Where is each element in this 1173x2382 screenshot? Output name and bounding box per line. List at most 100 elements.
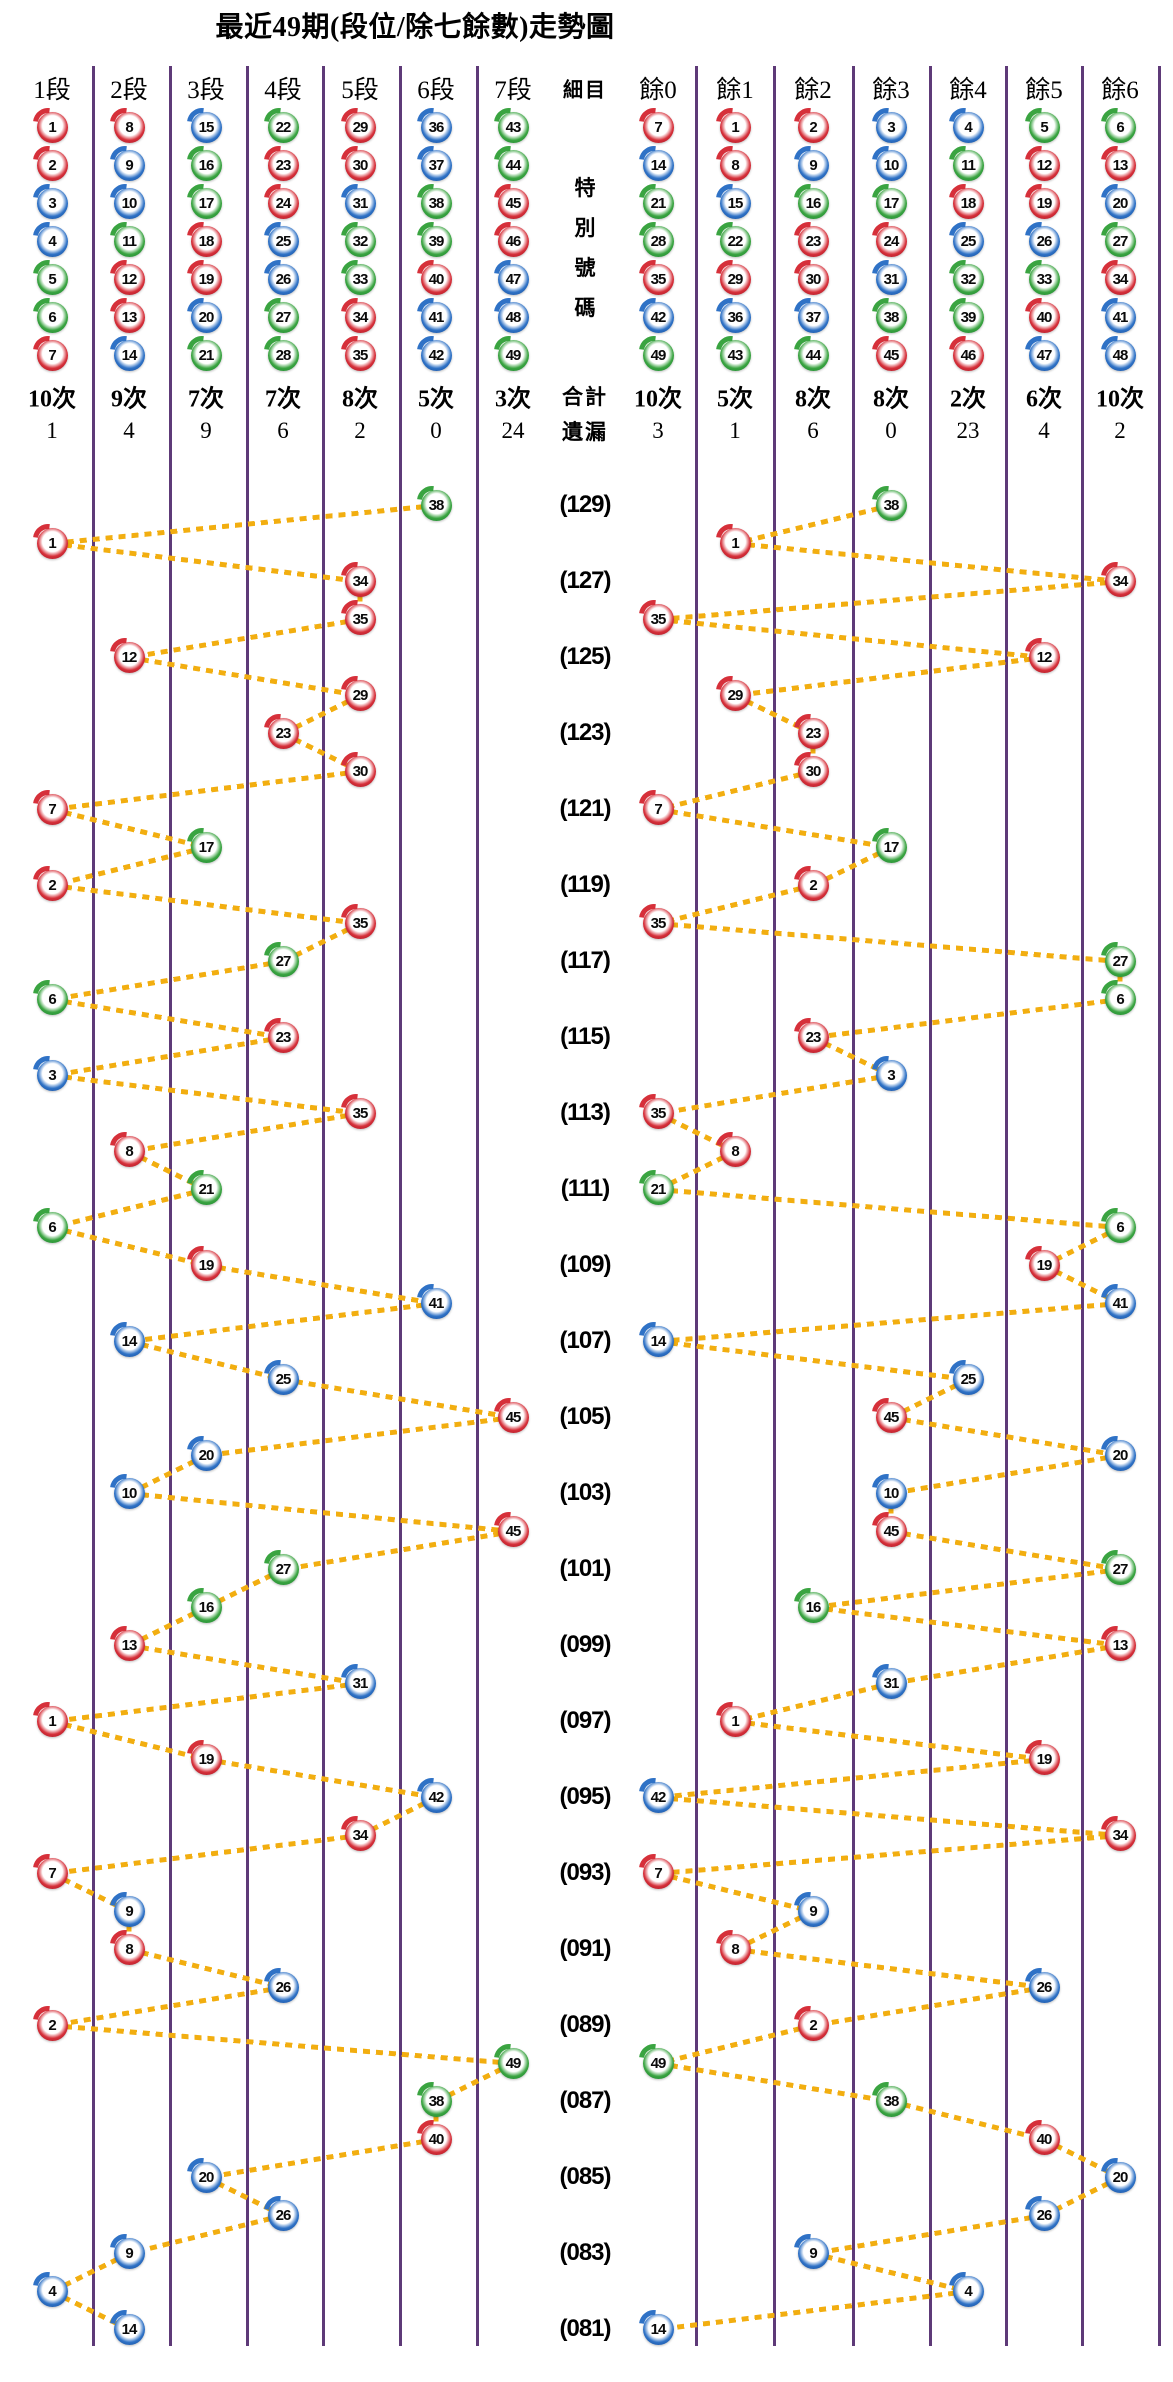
ball-number: 49 (650, 2054, 667, 2072)
chart-ball-remainder: 45 (875, 1515, 907, 1547)
ball-number: 40 (428, 270, 445, 288)
ball-number: 23 (275, 724, 292, 742)
ball-number: 13 (121, 1636, 138, 1654)
frequency-count: 7次 (188, 386, 224, 413)
chart-ball-remainder: 31 (875, 1667, 907, 1699)
chart-ball-remainder: 41 (1104, 1287, 1136, 1319)
chart-ball-segment: 38 (420, 2085, 452, 2117)
column-label-segment: 1段 (33, 77, 71, 104)
header-ball: 43 (497, 111, 529, 143)
connector-line (734, 1680, 892, 1724)
connector-line (128, 1946, 284, 1990)
frequency-count: 10次 (1096, 386, 1144, 413)
header-ball: 1 (719, 111, 751, 143)
period-label: (105) (559, 1403, 611, 1430)
ball-number: 19 (1036, 194, 1053, 212)
chart-ball-remainder: 26 (1028, 1971, 1060, 2003)
ball-number: 13 (1112, 156, 1129, 174)
frequency-count: 8次 (342, 386, 378, 413)
connector-line (657, 1870, 814, 1914)
ball-number: 42 (650, 308, 667, 326)
ball-number: 45 (505, 194, 522, 212)
period-label: (117) (560, 947, 611, 974)
ball-number: 21 (650, 194, 667, 212)
period-label: (087) (559, 2087, 611, 2114)
header-ball: 34 (344, 301, 376, 333)
ball-number: 7 (654, 1864, 662, 1882)
frequency-count: 5次 (418, 386, 454, 413)
ball-number: 3 (48, 1066, 56, 1084)
header-ball: 30 (344, 149, 376, 181)
ball-number: 31 (352, 194, 369, 212)
chart-ball-remainder: 2 (797, 2009, 829, 2041)
chart-ball-remainder: 25 (952, 1363, 984, 1395)
chart-ball-remainder: 40 (1028, 2123, 1060, 2155)
ball-number: 10 (883, 156, 900, 174)
chart-ball-segment: 34 (344, 565, 376, 597)
header-ball: 12 (1028, 149, 1060, 181)
header-ball: 18 (952, 187, 984, 219)
header-ball: 11 (113, 225, 145, 257)
chart-ball-segment: 35 (344, 1097, 376, 1129)
ball-number: 44 (505, 156, 522, 174)
ball-number: 12 (1036, 648, 1053, 666)
ball-number: 17 (198, 838, 215, 856)
detail-column-header: 細目 (563, 79, 607, 102)
header-ball: 39 (952, 301, 984, 333)
header-ball: 18 (190, 225, 222, 257)
miss-count: 2 (354, 418, 366, 443)
ball-number: 9 (125, 156, 133, 174)
chart-ball-segment: 20 (190, 2161, 222, 2193)
ball-number: 30 (805, 762, 822, 780)
ball-number: 11 (122, 232, 137, 250)
chart-ball-segment: 4 (36, 2275, 68, 2307)
connector-line (51, 2022, 514, 2066)
header-ball: 37 (420, 149, 452, 181)
chart-ball-remainder: 38 (875, 2085, 907, 2117)
ball-number: 2 (809, 2016, 817, 2034)
ball-number: 22 (275, 118, 292, 136)
ball-number: 29 (352, 686, 369, 704)
header-ball: 5 (1028, 111, 1060, 143)
total-row-label: 合計 (562, 385, 608, 409)
chart-ball-remainder: 14 (642, 1325, 674, 1357)
header-ball: 48 (497, 301, 529, 333)
grid-line (1157, 66, 1161, 2346)
column-label-segment: 3段 (187, 77, 225, 104)
header-ball: 36 (719, 301, 751, 333)
period-label: (109) (559, 1251, 611, 1278)
header-ball: 32 (952, 263, 984, 295)
special-number-label-char: 號 (574, 256, 596, 280)
ball-number: 39 (960, 308, 977, 326)
header-ball: 2 (797, 111, 829, 143)
header-ball: 45 (875, 339, 907, 371)
header-ball: 24 (875, 225, 907, 257)
ball-number: 31 (883, 1674, 900, 1692)
chart-ball-remainder: 8 (719, 1933, 751, 1965)
column-label-segment: 4段 (264, 77, 302, 104)
period-label: (107) (559, 1327, 611, 1354)
header-ball: 3 (36, 187, 68, 219)
miss-count: 3 (652, 418, 664, 443)
chart-ball-segment: 10 (113, 1477, 145, 1509)
chart-ball-segment: 35 (344, 603, 376, 635)
miss-count: 4 (123, 418, 135, 443)
chart-ball-segment: 9 (113, 1895, 145, 1927)
chart-ball-segment: 38 (420, 489, 452, 521)
ball-number: 19 (1036, 1750, 1053, 1768)
ball-number: 29 (352, 118, 369, 136)
header-ball: 23 (797, 225, 829, 257)
ball-number: 43 (505, 118, 522, 136)
header-ball: 41 (420, 301, 452, 333)
connector-line (128, 1338, 284, 1382)
period-label: (099) (559, 1631, 611, 1658)
special-number-label-char: 別 (574, 216, 596, 240)
chart-ball-segment: 19 (190, 1249, 222, 1281)
header-ball: 25 (267, 225, 299, 257)
ball-number: 40 (428, 2130, 445, 2148)
header-ball: 10 (875, 149, 907, 181)
connector-line (812, 2250, 969, 2294)
period-label: (083) (559, 2239, 611, 2266)
ball-number: 34 (1112, 1826, 1129, 1844)
ball-number: 34 (352, 1826, 369, 1844)
